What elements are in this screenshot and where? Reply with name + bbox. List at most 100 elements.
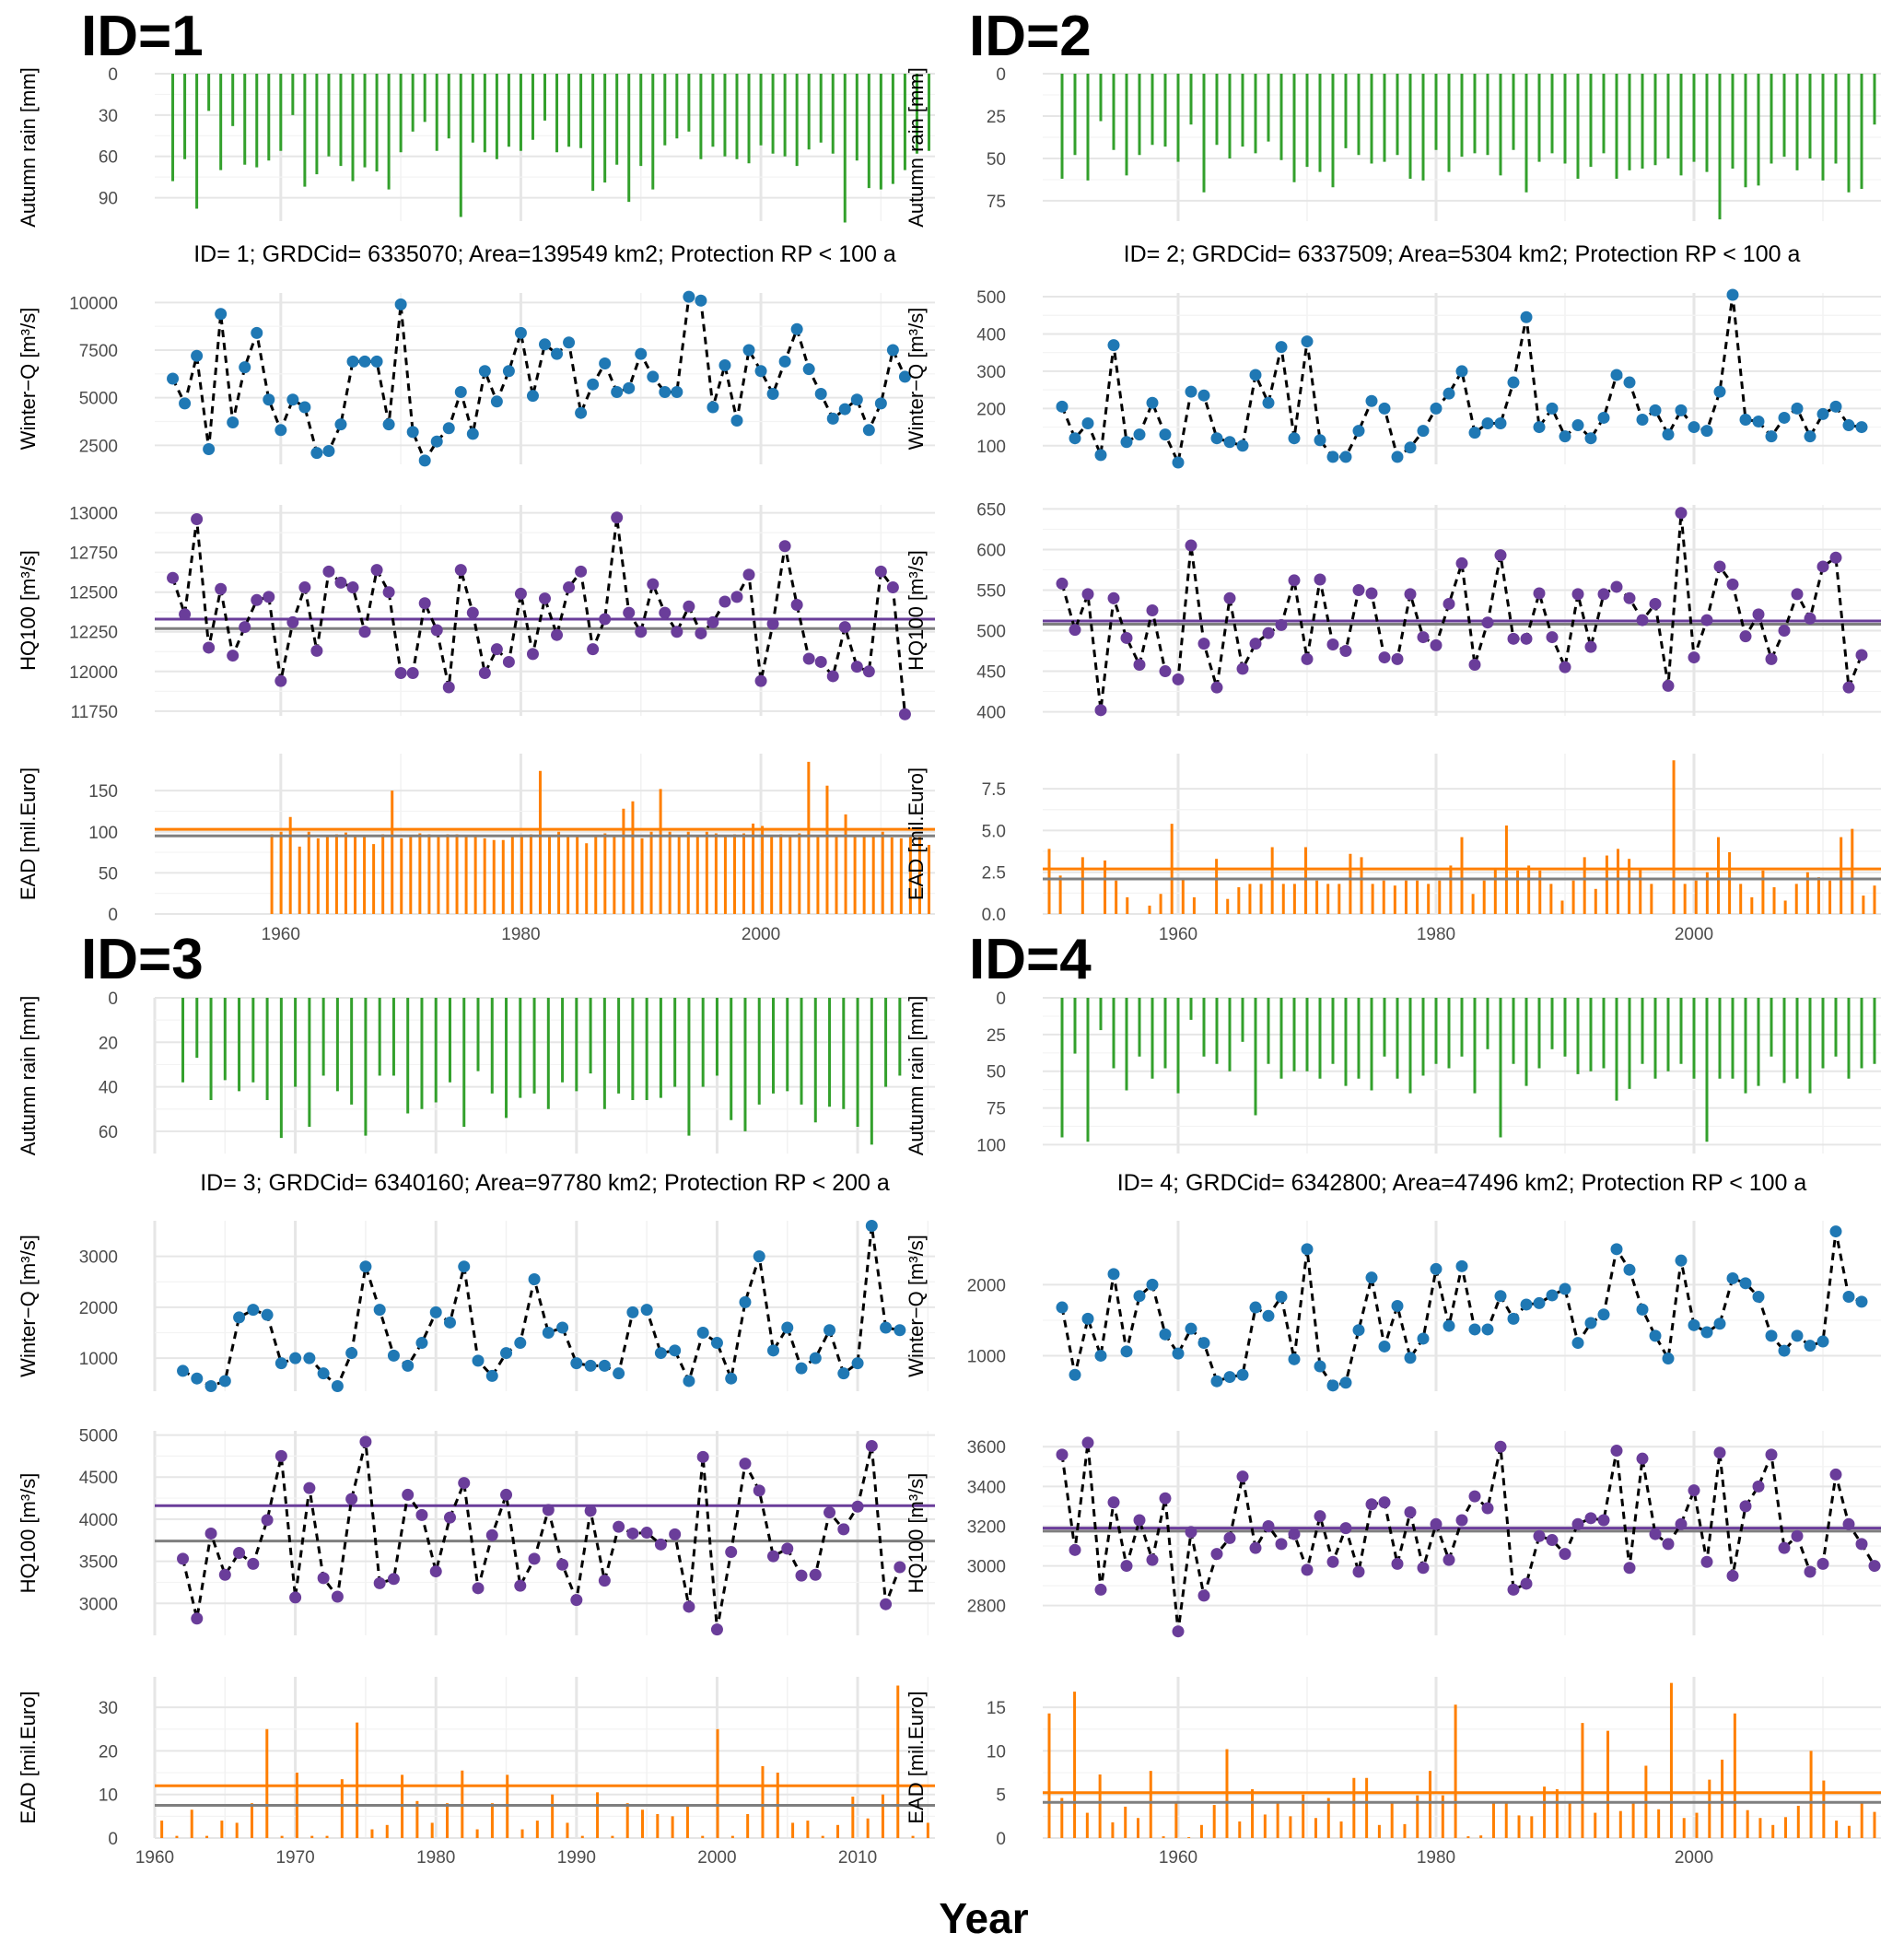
- chart-1-winter-q-point: [239, 361, 251, 374]
- chart-1-hq100-point: [526, 648, 539, 661]
- chart-3-rain-ytick-label: 20: [99, 1034, 118, 1053]
- chart-3-hq100-point: [613, 1520, 625, 1533]
- chart-2-rain-ytick-label: 0: [996, 65, 1006, 85]
- chart-4-hq100-point: [1223, 1531, 1236, 1544]
- chart-2-winter-q-point: [1223, 436, 1236, 449]
- panels: ID=1 ID= 1; GRDCid= 6335070; Area=139549 …: [17, 5, 1881, 1868]
- chart-3-hq100-point: [458, 1477, 471, 1490]
- chart-1-winter-q-point: [683, 290, 695, 303]
- chart-3-hq100-point: [739, 1458, 752, 1470]
- chart-2-winter-q-point: [1236, 439, 1249, 452]
- chart-1-ead-panel: 0 50 100 150 EAD [mil.Euro]: [17, 754, 935, 925]
- chart-2-hq100-line: [1060, 512, 1863, 711]
- chart-3-winter-q-point: [613, 1367, 625, 1380]
- chart-4-hq100-point: [1778, 1541, 1791, 1554]
- chart-3-winter-q-point: [542, 1326, 555, 1339]
- chart-2-ead-panel: 0.0 2.5 5.0 7.5 EAD [mil.Euro]: [905, 754, 1881, 925]
- chart-3-hq100-ytick-label: 5000: [79, 1427, 118, 1446]
- chart-4-winter-q-ylabel: Winter−Q [m³/s]: [905, 1235, 928, 1377]
- chart-4-hq100-point: [1752, 1480, 1765, 1493]
- chart-1-rain-panel: 0 30 60 90 Autumn rain [mm]: [17, 65, 935, 228]
- chart-2-hq100-point: [1249, 638, 1262, 650]
- chart-1-hq100-ytick-label: 13000: [69, 505, 118, 524]
- chart-3-hq100-point: [500, 1488, 513, 1501]
- chart-4-hq100-point: [1855, 1538, 1868, 1551]
- chart-4-hq100-point: [1404, 1505, 1417, 1518]
- chart-4-hq100-point: [1455, 1514, 1468, 1527]
- chart-4-hq100-point: [1210, 1548, 1223, 1561]
- chart-2-hq100-point: [1197, 638, 1210, 650]
- chart-1-hq100-point: [239, 621, 251, 634]
- chart-2-winter-q-ytick-label: 200: [976, 400, 1006, 419]
- chart-4-winter-q-point: [1275, 1290, 1288, 1303]
- chart-3-winter-q-point: [331, 1379, 344, 1392]
- chart-3-winter-q-point: [837, 1367, 850, 1380]
- chart-1-winter-q-point: [275, 424, 287, 437]
- chart-2-hq100-point: [1842, 681, 1855, 694]
- chart-1-winter-q-point: [263, 393, 275, 406]
- chart-4-hq100-point: [1352, 1565, 1365, 1578]
- chart-3-hq100-point: [218, 1568, 231, 1581]
- chart-3-winter-q-point: [275, 1357, 287, 1370]
- chart-2-hq100-ytick-label: 450: [976, 663, 1006, 683]
- chart-1-hq100-point: [563, 581, 576, 594]
- chart-3-hq100-point: [443, 1511, 456, 1524]
- chart-2-winter-q-point: [1159, 428, 1172, 441]
- chart-2-hq100-point: [1262, 627, 1275, 639]
- chart-4-winter-q-point: [1262, 1309, 1275, 1322]
- chart-4-rain-ytick-label: 100: [976, 1136, 1006, 1155]
- chart-3-hq100-point: [289, 1591, 302, 1604]
- chart-1-winter-q-point: [382, 418, 395, 431]
- chart-4-winter-q-point: [1855, 1295, 1868, 1308]
- chart-3-hq100-point: [598, 1575, 611, 1587]
- chart-4-winter-q-point: [1210, 1375, 1223, 1388]
- chart-4-winter-q-point: [1249, 1301, 1262, 1314]
- chart-4-winter-q-point: [1481, 1323, 1494, 1336]
- chart-3-rain-ylabel: Autumn rain [mm]: [17, 996, 40, 1156]
- chart-4-hq100-point: [1107, 1496, 1120, 1509]
- chart-2-winter-q-point: [1559, 430, 1571, 443]
- chart-3-hq100-point: [880, 1598, 893, 1610]
- chart-1-hq100-point: [179, 608, 192, 621]
- chart-1-hq100-point: [838, 621, 851, 634]
- chart-2-hq100-point: [1610, 580, 1623, 593]
- chart-4-hq100-point: [1236, 1470, 1249, 1483]
- chart-4-hq100-point: [1094, 1583, 1107, 1596]
- chart-4-hq100-point: [1662, 1538, 1675, 1551]
- chart-2-winter-q-ytick-label: 400: [976, 325, 1006, 345]
- chart-1-winter-q-point: [814, 388, 827, 401]
- chart-4-hq100-point: [1443, 1553, 1455, 1566]
- chart-1-winter-q-point: [742, 344, 755, 357]
- chart-2-winter-q-point: [1597, 411, 1610, 424]
- chart-3-hq100-point: [795, 1569, 808, 1582]
- chart-4-subtitle: ID= 4; GRDCid= 6342800; Area=47496 km2; …: [1117, 1170, 1807, 1196]
- chart-4-hq100-point: [1868, 1560, 1881, 1573]
- chart-3-winter-q-point: [570, 1357, 583, 1370]
- chart-1-hq100-ylabel: HQ100 [m³/s]: [17, 550, 40, 671]
- chart-3-winter-q-point: [429, 1306, 442, 1318]
- chart-1-ead-ylabel: EAD [mil.Euro]: [17, 767, 40, 900]
- chart-2-hq100-ytick-label: 650: [976, 500, 1006, 520]
- chart-2-winter-q-point: [1094, 449, 1107, 462]
- chart-2-winter-q-point: [1700, 425, 1713, 438]
- chart-1-winter-q-point: [203, 442, 216, 455]
- chart-1-hq100-point: [707, 615, 719, 628]
- chart-1-winter-q-point: [874, 397, 887, 410]
- chart-3-hq100-point: [303, 1481, 316, 1494]
- chart-4-hq100-point: [1829, 1468, 1842, 1481]
- chart-1-rain-ytick-label: 30: [99, 107, 118, 126]
- chart-3-hq100-point: [233, 1546, 246, 1559]
- chart-1-winter-q-point: [358, 355, 371, 368]
- chart-1-hq100-point: [370, 564, 383, 577]
- chart-1-hq100-point: [251, 593, 263, 606]
- chart-1-winter-q-point: [898, 370, 911, 383]
- chart-3-winter-q-point: [584, 1359, 597, 1372]
- chart-1-ead-ytick-label: 50: [99, 864, 118, 884]
- chart-4-winter-q-ytick-label: 1000: [967, 1347, 1006, 1366]
- chart-2-hq100-point: [1404, 588, 1417, 601]
- chart-3-ead-ytick-label: 20: [99, 1742, 118, 1762]
- chart-3-hq100-ytick-label: 3000: [79, 1595, 118, 1614]
- chart-1-hq100-point: [191, 512, 204, 525]
- chart-4-winter-q-point: [1417, 1332, 1430, 1345]
- chart-3-winter-q-ylabel: Winter−Q [m³/s]: [17, 1235, 40, 1377]
